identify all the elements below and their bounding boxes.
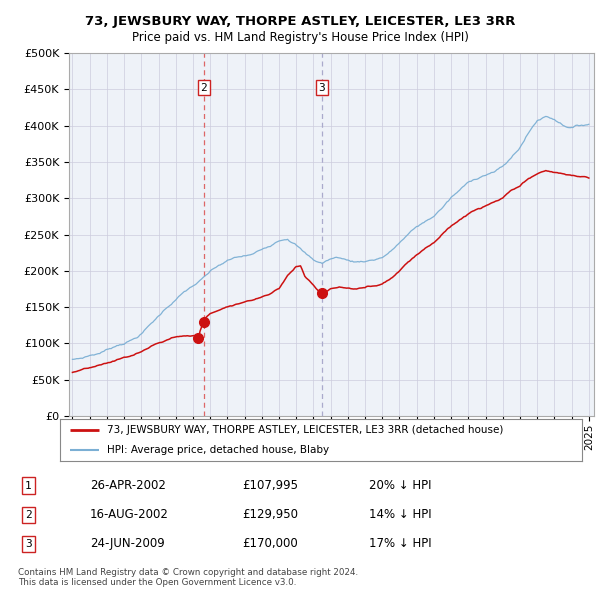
- Text: Contains HM Land Registry data © Crown copyright and database right 2024.: Contains HM Land Registry data © Crown c…: [18, 568, 358, 576]
- Text: 3: 3: [319, 83, 325, 93]
- Text: 3: 3: [25, 539, 32, 549]
- Text: 2: 2: [200, 83, 207, 93]
- Text: 26-APR-2002: 26-APR-2002: [90, 479, 166, 492]
- Text: 2: 2: [25, 510, 32, 520]
- Text: 16-AUG-2002: 16-AUG-2002: [90, 508, 169, 522]
- Text: HPI: Average price, detached house, Blaby: HPI: Average price, detached house, Blab…: [107, 445, 329, 455]
- Text: 14% ↓ HPI: 14% ↓ HPI: [369, 508, 432, 522]
- Text: This data is licensed under the Open Government Licence v3.0.: This data is licensed under the Open Gov…: [18, 578, 296, 587]
- Text: £107,995: £107,995: [242, 479, 298, 492]
- Text: 20% ↓ HPI: 20% ↓ HPI: [369, 479, 431, 492]
- Text: 73, JEWSBURY WAY, THORPE ASTLEY, LEICESTER, LE3 3RR (detached house): 73, JEWSBURY WAY, THORPE ASTLEY, LEICEST…: [107, 425, 503, 435]
- Text: £129,950: £129,950: [242, 508, 298, 522]
- Text: 17% ↓ HPI: 17% ↓ HPI: [369, 537, 432, 550]
- Text: 24-JUN-2009: 24-JUN-2009: [90, 537, 164, 550]
- Text: 73, JEWSBURY WAY, THORPE ASTLEY, LEICESTER, LE3 3RR: 73, JEWSBURY WAY, THORPE ASTLEY, LEICEST…: [85, 15, 515, 28]
- Text: 1: 1: [25, 481, 32, 490]
- Text: £170,000: £170,000: [242, 537, 298, 550]
- Text: Price paid vs. HM Land Registry's House Price Index (HPI): Price paid vs. HM Land Registry's House …: [131, 31, 469, 44]
